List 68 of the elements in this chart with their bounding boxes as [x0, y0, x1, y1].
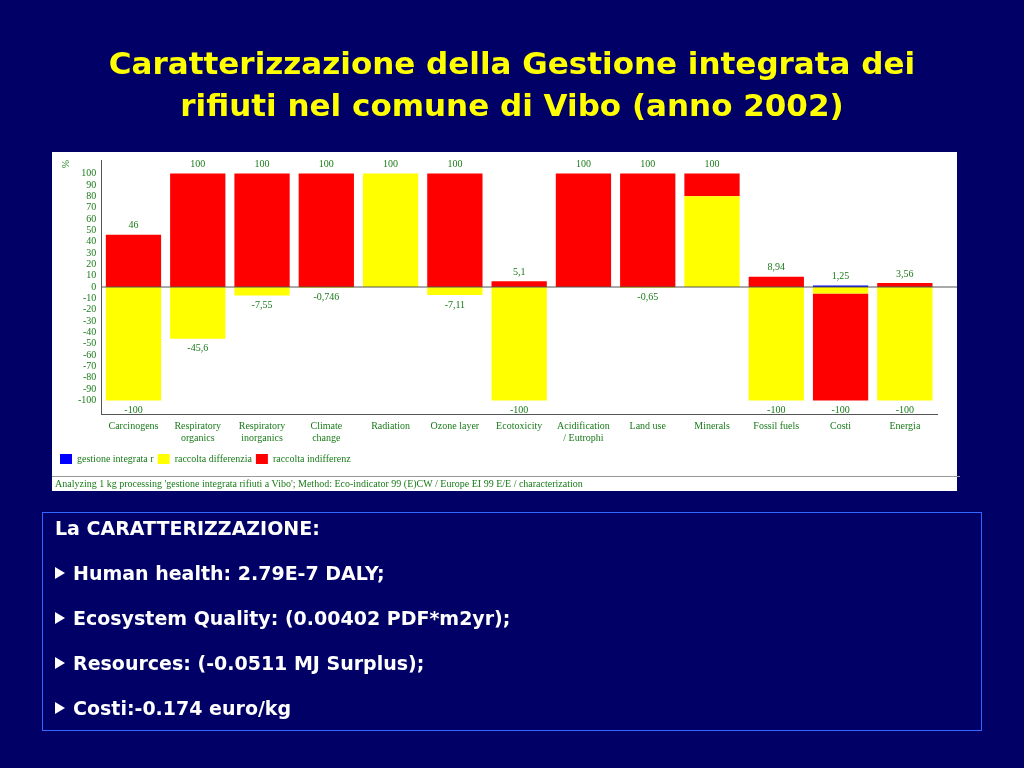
annotation: 46 — [128, 219, 139, 231]
y-tick-label: 0 — [91, 280, 97, 292]
x-tick-label: Costi — [830, 419, 852, 431]
text: Analyzing 1 kg processing 'gestione integrata rifiuti a Vibo'; Method: Eco-indicator 99 (E)CW / Europe EI 99 E/E / characterization — [52, 476, 960, 491]
y-tick-label: -20 — [82, 303, 97, 315]
annotation: 8,94 — [767, 261, 786, 273]
annotation: 100 — [575, 158, 591, 170]
x-tick-label: Climate change — [310, 419, 343, 443]
annotation: -100 — [124, 404, 143, 416]
y-tick-label: 80 — [86, 189, 97, 201]
text: Resources: (-0.0511 MJ Surplus); — [73, 652, 425, 674]
text: Human health: 2.79E-7 DALY; — [73, 562, 385, 584]
annotation: -7,55 — [251, 299, 273, 311]
annotation: -100 — [895, 404, 915, 416]
annotation: 100 — [704, 158, 720, 170]
x-tick-label: Respiratory inorganics — [238, 419, 286, 443]
y-tick-label: -10 — [82, 291, 97, 303]
annotation: 100 — [254, 158, 270, 170]
x-tick-label: Acidification / Eutrophi — [557, 419, 610, 443]
y-tick-label: -40 — [82, 325, 97, 337]
annotation: -100 — [509, 404, 529, 416]
y-tick-label: -50 — [82, 337, 97, 349]
x-tick-label: Fossil fuels — [753, 419, 800, 431]
x-tick-label: Respiratory organics — [174, 419, 222, 443]
y-axis-title: % — [59, 160, 71, 169]
annotation: -45,6 — [187, 342, 209, 354]
x-tick-label: Ozone layer — [430, 419, 480, 431]
y-tick-label: 30 — [86, 246, 97, 258]
annotation: 100 — [318, 158, 334, 170]
chart-title: Caratterizzazione della Gestione integrata dei rifiuti nel comune di Vibo (anno 2002) — [107, 44, 917, 125]
y-tick-label: 90 — [86, 178, 97, 190]
y-tick-label: -70 — [82, 360, 97, 371]
text: Costi:-0.174 euro/kg — [73, 697, 292, 719]
x-tick-label: Minerals — [694, 419, 730, 431]
y-tick-label: 100 — [81, 167, 97, 179]
legend-label: raccolta differenzia — [174, 452, 253, 464]
legend-label: gestione integrata r — [77, 452, 155, 464]
x-tick-label: Ecotoxicity — [496, 419, 543, 431]
x-tick-label: Radiation — [371, 419, 411, 431]
x-tick-label: Energia — [889, 419, 921, 431]
annotation: -0,746 — [313, 291, 340, 303]
annotation: -7,11 — [444, 298, 466, 310]
legend-label: raccolta indifferenz — [272, 452, 352, 464]
y-tick-label: -60 — [82, 348, 97, 360]
annotation: -100 — [767, 404, 786, 416]
annotation: 5,1 — [512, 265, 526, 277]
y-tick-label: -90 — [82, 382, 97, 394]
annotation: 1,25 — [831, 270, 850, 282]
annotation: 100 — [190, 158, 206, 170]
y-tick-label: 70 — [86, 201, 97, 213]
y-tick-label: -100 — [77, 394, 97, 406]
y-tick-label: 10 — [86, 269, 97, 281]
text: La CARATTERIZZAZIONE: — [55, 517, 320, 539]
y-tick-label: 20 — [86, 257, 97, 269]
y-tick-label: -80 — [82, 371, 97, 383]
x-tick-label: Land use — [629, 419, 667, 431]
y-tick-label: -30 — [82, 314, 97, 326]
annotation: 3,56 — [896, 267, 914, 279]
text: Ecosystem Quality: (0.00402 PDF*m2yr); — [73, 607, 511, 629]
y-tick-label: 50 — [86, 223, 97, 235]
annotation: -0,65 — [637, 291, 659, 303]
annotation: -100 — [831, 404, 850, 416]
x-tick-label: Carcinogens — [108, 419, 159, 431]
y-tick-label: 60 — [86, 212, 97, 224]
y-tick-label: 40 — [86, 235, 97, 247]
annotation: 100 — [383, 158, 399, 170]
annotation: 100 — [640, 158, 656, 170]
annotation: 100 — [447, 158, 463, 170]
